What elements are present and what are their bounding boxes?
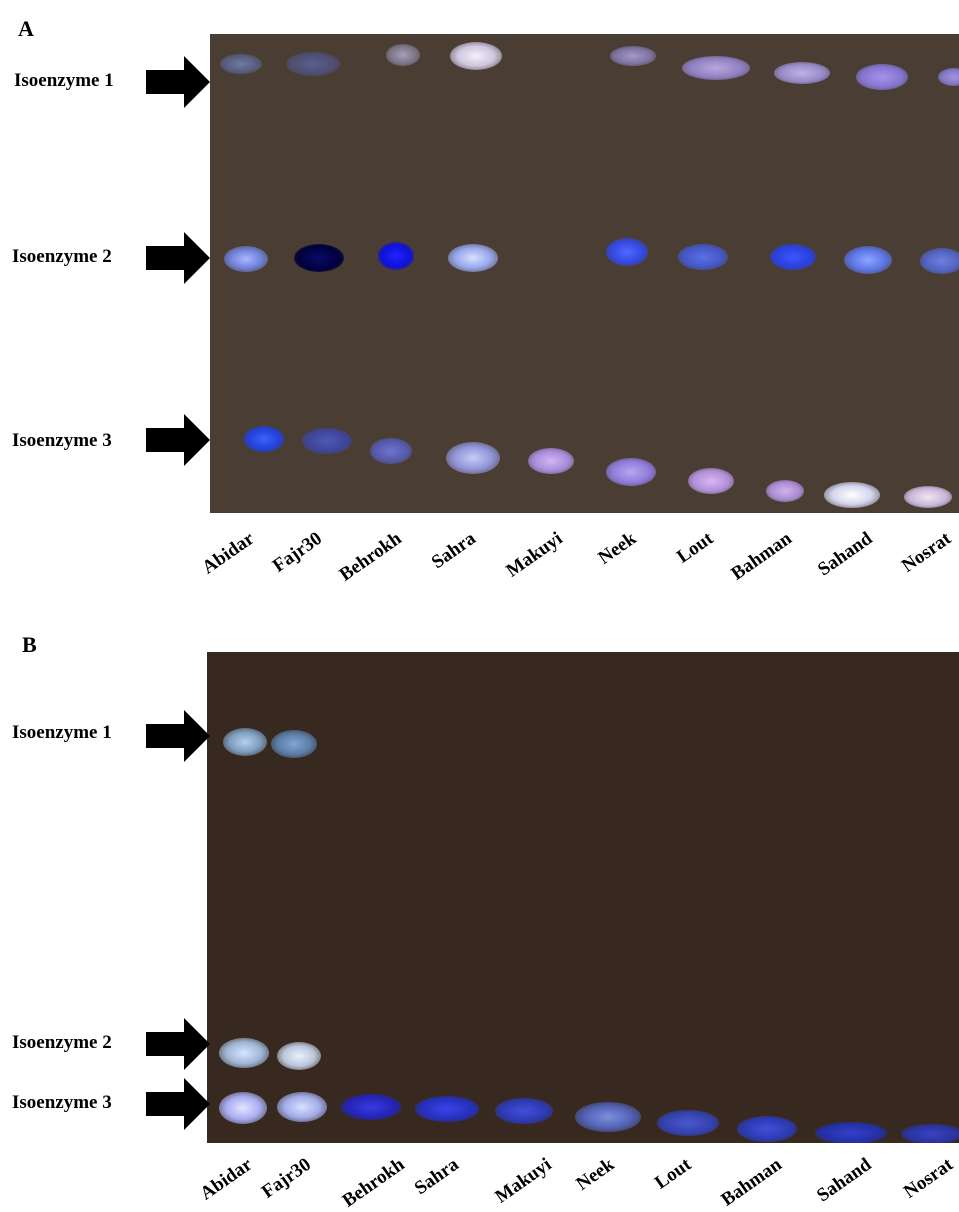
isoenzyme-3-label: Isoenzyme 3 (12, 430, 112, 451)
band (386, 44, 420, 66)
lane-label: Lout (650, 1154, 696, 1194)
band (219, 1038, 269, 1068)
band (495, 1098, 553, 1124)
band (219, 1092, 267, 1124)
band (446, 442, 500, 474)
lane-label: Makuyi (491, 1154, 556, 1208)
lane-label: Lout (672, 528, 718, 568)
lane-label: Nosrat (898, 528, 956, 577)
band (682, 56, 750, 80)
band (271, 730, 317, 758)
band (606, 238, 648, 266)
isoenzyme-2-label: Isoenzyme 2 (12, 246, 112, 267)
isoenzyme-3-label: Isoenzyme 3 (12, 1092, 112, 1113)
lane-label: Nosrat (900, 1154, 958, 1203)
band (770, 244, 816, 270)
panel-a: A Isoenzyme 1 Iso (12, 16, 959, 586)
band (856, 64, 908, 90)
lane-label: Makuyi (502, 528, 567, 582)
arrow-icon (146, 56, 210, 108)
band (904, 486, 952, 508)
arrow-icon (146, 1018, 210, 1070)
band (378, 242, 414, 270)
lane-label: Sahand (812, 1154, 876, 1207)
lane-label: Neek (572, 1154, 619, 1195)
lane-label: Sahand (813, 528, 877, 581)
band (294, 244, 344, 272)
band (244, 426, 284, 452)
band (302, 428, 352, 454)
band (415, 1096, 479, 1122)
band (657, 1110, 719, 1136)
arrow-icon (146, 414, 210, 466)
lane-label: Behrokh (338, 1154, 409, 1212)
band (766, 480, 804, 502)
band (341, 1094, 401, 1120)
lane-label: Fajr30 (269, 528, 327, 577)
arrow-icon (146, 232, 210, 284)
band (575, 1102, 641, 1132)
band (223, 728, 267, 756)
lane-label: Sahra (428, 528, 481, 574)
panel-letter: A (18, 16, 34, 41)
band (678, 244, 728, 270)
band (920, 248, 959, 274)
isoenzyme-1-label: Isoenzyme 1 (12, 722, 112, 743)
band (688, 468, 734, 494)
lane-label: Fajr30 (258, 1154, 316, 1203)
panel-b: B Isoenzyme 1 Isoenzyme 2 Isoenzyme 3 Ab… (0, 606, 959, 1212)
band (606, 458, 656, 486)
band (450, 42, 502, 70)
lane-label: Neek (594, 528, 641, 569)
arrow-icon (146, 710, 210, 762)
band (286, 52, 340, 76)
band (844, 246, 892, 274)
lane-label: Abidar (198, 528, 259, 579)
arrow-icon (146, 1078, 210, 1130)
band (370, 438, 412, 464)
band (737, 1116, 797, 1142)
lane-label: Sahra (411, 1154, 464, 1200)
band (901, 1124, 959, 1143)
lane-label: Bahman (717, 1154, 787, 1211)
band (224, 246, 268, 272)
lane-label: Abidar (196, 1154, 257, 1205)
band (815, 1122, 887, 1143)
band (824, 482, 880, 508)
band (277, 1092, 327, 1122)
band (938, 68, 959, 86)
band (448, 244, 498, 272)
band (277, 1042, 321, 1070)
band (220, 54, 262, 74)
band (774, 62, 830, 84)
gel-image (207, 652, 959, 1143)
band (610, 46, 656, 66)
isoenzyme-2-label: Isoenzyme 2 (12, 1032, 112, 1053)
panel-letter: B (22, 632, 37, 657)
isoenzyme-1-label: Isoenzyme 1 (14, 70, 114, 91)
gel-image (210, 34, 959, 513)
lane-label: Bahman (727, 528, 797, 585)
band (528, 448, 574, 474)
lane-label: Behrokh (335, 528, 406, 586)
